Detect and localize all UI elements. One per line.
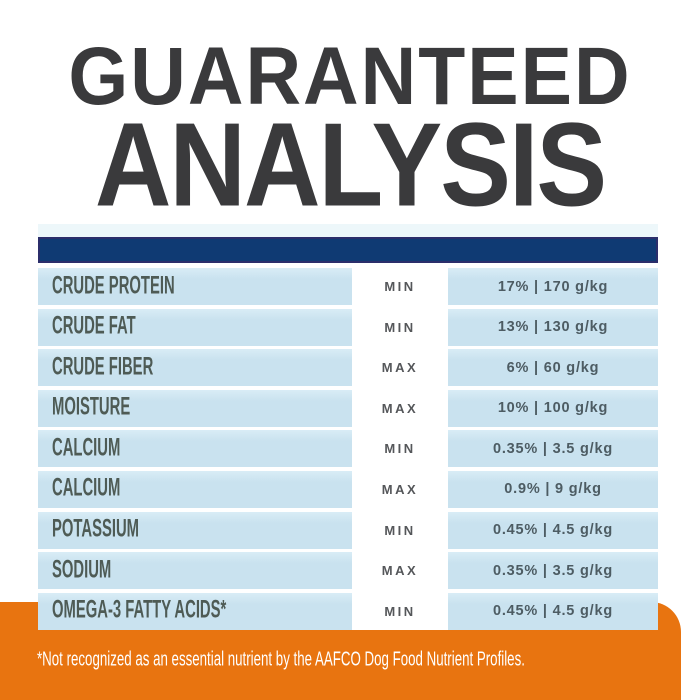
- nutrient-label: MOISTURE: [52, 393, 131, 422]
- basis-label: MIN: [384, 319, 416, 335]
- basis-cell: MIN: [352, 308, 448, 346]
- table-row: CRUDE FAT MIN 13% | 130 g/kg: [38, 308, 658, 346]
- table-row: CRUDE FIBER MAX 6% | 60 g/kg: [38, 349, 658, 387]
- value-cell: 17% | 170 g/kg: [448, 268, 658, 305]
- table-row: SODIUM MAX 0.35% | 3.5 g/kg: [38, 552, 658, 590]
- table-row: CALCIUM MIN 0.35% | 3.5 g/kg: [38, 430, 658, 468]
- value-label: 17% | 170 g/kg: [497, 278, 609, 295]
- nutrient-label: CRUDE PROTEIN: [52, 272, 175, 300]
- basis-label: MIN: [384, 603, 416, 619]
- nutrient-label: CRUDE FAT: [52, 312, 136, 341]
- nutrient-cell: OMEGA-3 FATTY ACIDS*: [38, 592, 352, 630]
- nutrient-label: SODIUM: [52, 556, 112, 584]
- value-label: 0.35% | 3.5 g/kg: [492, 440, 614, 457]
- analysis-table: CRUDE PROTEIN MIN 17% | 170 g/kg CRUDE F…: [38, 268, 658, 633]
- page-title-line1: GUARANTEED: [68, 30, 632, 122]
- basis-label: MIN: [384, 279, 416, 294]
- footer-disclaimer-text: *Not recognized as an essential nutrient…: [37, 647, 525, 670]
- nutrient-cell: POTASSIUM: [38, 511, 352, 549]
- nutrient-cell: CRUDE FAT: [38, 308, 352, 346]
- nutrient-label: OMEGA-3 FATTY ACIDS*: [52, 596, 227, 625]
- value-label: 0.45% | 4.5 g/kg: [492, 603, 614, 620]
- basis-cell: MIN: [352, 268, 448, 305]
- table-row: OMEGA-3 FATTY ACIDS* MIN 0.45% | 4.5 g/k…: [38, 592, 658, 630]
- value-label: 0.9% | 9 g/kg: [504, 481, 602, 498]
- value-cell: 0.45% | 4.5 g/kg: [448, 511, 658, 549]
- value-cell: 0.9% | 9 g/kg: [448, 470, 658, 508]
- basis-cell: MAX: [352, 389, 448, 427]
- basis-label: MAX: [381, 400, 419, 416]
- basis-cell: MIN: [352, 511, 448, 549]
- value-label: 10% | 100 g/kg: [497, 400, 609, 417]
- nutrient-label: CALCIUM: [52, 434, 121, 462]
- nutrient-cell: CALCIUM: [38, 430, 352, 468]
- value-cell: 6% | 60 g/kg: [448, 349, 658, 387]
- basis-cell: MAX: [352, 349, 448, 387]
- nutrient-label: CRUDE FIBER: [52, 353, 154, 381]
- value-cell: 0.35% | 3.5 g/kg: [448, 552, 658, 590]
- basis-label: MAX: [381, 360, 419, 376]
- nutrient-cell: CALCIUM: [38, 470, 352, 508]
- table-row: CRUDE PROTEIN MIN 17% | 170 g/kg: [38, 268, 658, 305]
- pale-accent-strip: [38, 224, 658, 237]
- value-cell: 13% | 130 g/kg: [448, 308, 658, 346]
- table-row: POTASSIUM MIN 0.45% | 4.5 g/kg: [38, 511, 658, 549]
- basis-cell: MAX: [352, 552, 448, 590]
- basis-cell: MIN: [352, 592, 448, 630]
- nutrient-label: POTASSIUM: [52, 515, 140, 544]
- value-label: 0.35% | 3.5 g/kg: [492, 562, 614, 579]
- nutrient-label: CALCIUM: [52, 475, 121, 503]
- nutrient-cell: MOISTURE: [38, 389, 352, 427]
- basis-label: MIN: [384, 441, 416, 457]
- value-label: 6% | 60 g/kg: [506, 359, 600, 376]
- navy-divider-bar: [38, 237, 658, 263]
- table-row: CALCIUM MAX 0.9% | 9 g/kg: [38, 470, 658, 508]
- nutrient-cell: CRUDE FIBER: [38, 349, 352, 387]
- basis-label: MAX: [381, 563, 419, 579]
- value-cell: 0.35% | 3.5 g/kg: [448, 430, 658, 468]
- basis-cell: MAX: [352, 470, 448, 508]
- nutrient-cell: SODIUM: [38, 552, 352, 590]
- value-label: 13% | 130 g/kg: [497, 319, 609, 336]
- page-title-line2: ANALYSIS: [94, 99, 607, 232]
- table-row: MOISTURE MAX 10% | 100 g/kg: [38, 389, 658, 427]
- nutrient-cell: CRUDE PROTEIN: [38, 268, 352, 305]
- basis-label: MAX: [381, 481, 419, 497]
- value-cell: 10% | 100 g/kg: [448, 389, 658, 427]
- basis-label: MIN: [384, 522, 416, 538]
- value-cell: 0.45% | 4.5 g/kg: [448, 592, 658, 630]
- basis-cell: MIN: [352, 430, 448, 468]
- value-label: 0.45% | 4.5 g/kg: [492, 522, 614, 539]
